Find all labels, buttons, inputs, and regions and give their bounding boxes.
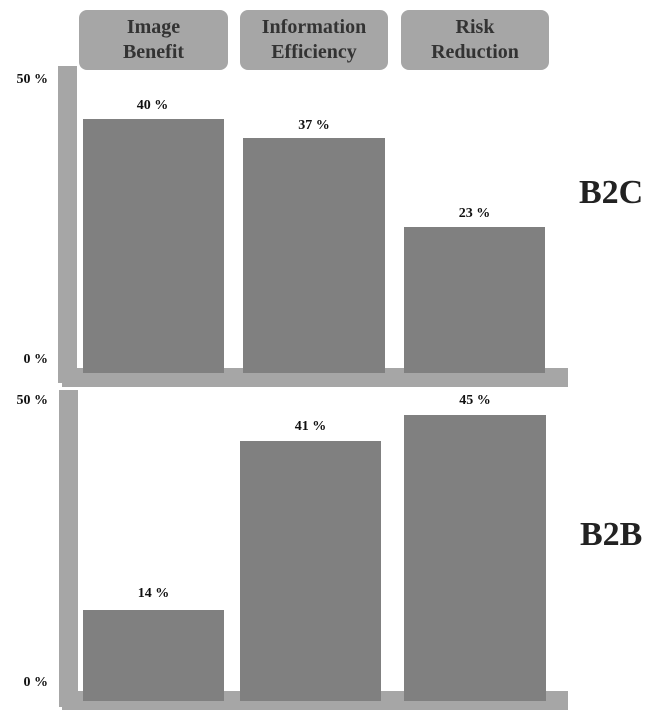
header-risk-reduction: Risk Reduction <box>401 10 549 70</box>
header-information-efficiency: Information Efficiency <box>240 10 388 70</box>
segment-label-b2b: B2B <box>580 516 643 553</box>
header-line: Benefit <box>122 41 185 63</box>
value-label: 45 % <box>459 393 491 408</box>
y-tick-50: 50 % <box>16 72 49 87</box>
value-label: 37 % <box>298 118 330 133</box>
y-axis <box>59 390 78 707</box>
bar-image-benefit <box>83 119 224 373</box>
header-line: Efficiency <box>271 41 357 63</box>
header-line: Information <box>261 16 367 38</box>
bar-information-efficiency <box>240 441 381 701</box>
y-tick-0: 0 % <box>23 352 49 367</box>
value-label: 14 % <box>137 586 170 601</box>
y-tick-0: 0 % <box>23 675 49 690</box>
bar-information-efficiency <box>243 138 385 373</box>
bar-risk-reduction <box>404 415 546 701</box>
value-label: 40 % <box>136 98 169 113</box>
header-line: Risk <box>455 16 495 38</box>
y-axis <box>58 66 77 383</box>
header-image-benefit: Image Benefit <box>79 10 228 70</box>
segment-label-b2c: B2C <box>579 174 644 211</box>
bar-image-benefit <box>83 610 224 701</box>
header-line: Reduction <box>431 41 519 63</box>
value-label: 41 % <box>294 419 327 434</box>
bar-risk-reduction <box>404 227 545 373</box>
value-label: 23 % <box>458 206 491 221</box>
header-line: Image <box>126 16 181 38</box>
y-tick-50: 50 % <box>16 393 49 408</box>
